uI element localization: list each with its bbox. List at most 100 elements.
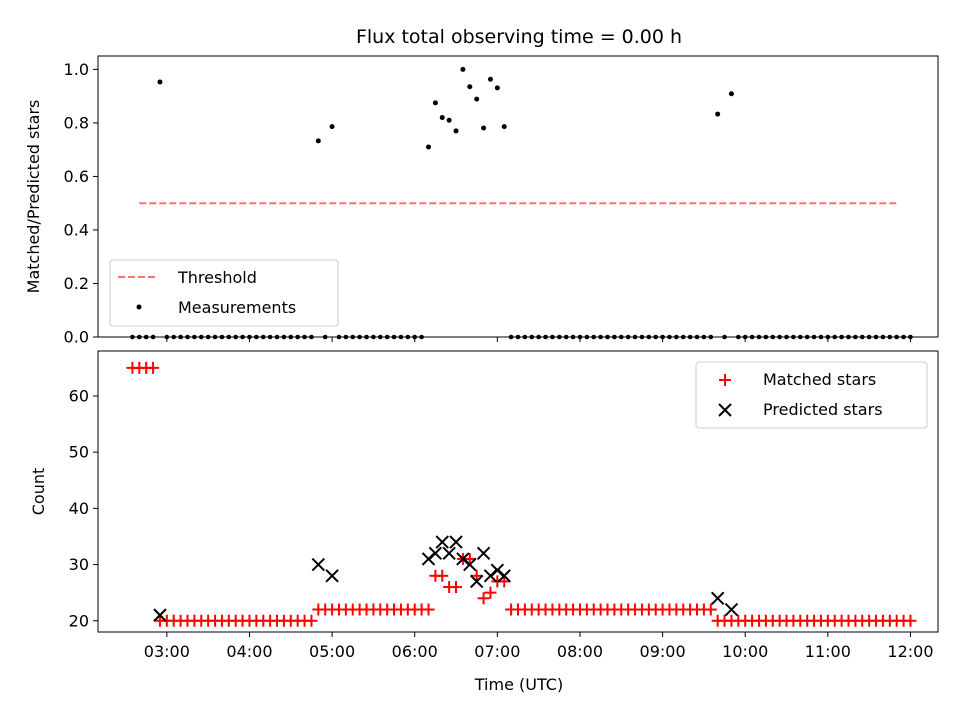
measurement-point xyxy=(515,334,521,340)
measurement-point xyxy=(384,334,390,340)
matched-point xyxy=(498,575,511,588)
matched-point xyxy=(422,603,435,616)
measurement-point xyxy=(646,334,652,340)
measurement-point xyxy=(763,334,769,340)
measurement-point xyxy=(260,334,266,340)
measurement-point xyxy=(343,334,349,340)
measurement-point xyxy=(680,334,686,340)
measurement-point xyxy=(281,334,287,340)
measurement-point xyxy=(309,334,314,340)
x-tick-label: 11:00 xyxy=(805,642,851,661)
predicted-point xyxy=(463,557,477,572)
measurement-point xyxy=(901,334,906,340)
predicted-point xyxy=(476,546,491,561)
measurement-point xyxy=(453,128,459,134)
measurement-point xyxy=(522,334,528,340)
top-legend: Threshold Measurements xyxy=(109,259,339,327)
bottom-y-axis: 20 30 40 50 60 xyxy=(69,386,98,630)
predicted-point xyxy=(497,569,511,583)
legend-matched-label: Matched stars xyxy=(763,370,876,389)
legend-predicted-label: Predicted stars xyxy=(763,400,883,419)
measurement-point xyxy=(660,334,665,340)
bottom-y-tick-label: 60 xyxy=(69,386,89,405)
measurement-point xyxy=(171,334,177,340)
measurement-point xyxy=(137,334,142,340)
matched-point xyxy=(305,614,318,627)
predicted-point xyxy=(449,535,463,549)
measurement-point xyxy=(391,334,397,340)
x-tick-label: 06:00 xyxy=(392,642,438,661)
predicted-point xyxy=(724,602,739,617)
measurement-point xyxy=(908,334,913,340)
measurement-point xyxy=(722,334,727,340)
measurement-point xyxy=(584,334,590,340)
measurement-point xyxy=(364,334,369,340)
measurement-point xyxy=(653,334,659,340)
measurement-point xyxy=(598,334,603,340)
measurement-point xyxy=(474,96,480,102)
measurement-point xyxy=(859,334,865,340)
measurement-point xyxy=(288,334,294,340)
measurement-point xyxy=(432,100,438,106)
measurement-point xyxy=(687,334,693,340)
measurement-point xyxy=(192,334,197,340)
predicted-point xyxy=(153,608,167,622)
measurement-point xyxy=(591,334,597,340)
measurement-point xyxy=(185,334,190,340)
measurement-point xyxy=(371,334,376,340)
measurement-point xyxy=(157,79,163,85)
measurement-point xyxy=(425,144,431,150)
bottom-y-tick-label: 30 xyxy=(69,555,89,574)
measurement-point xyxy=(832,334,838,340)
measurement-point xyxy=(777,334,782,340)
measurement-point xyxy=(446,117,452,123)
measurement-point xyxy=(164,334,170,340)
measurement-point xyxy=(557,334,562,340)
measurement-point xyxy=(198,334,204,340)
bottom-y-tick-label: 40 xyxy=(69,499,89,518)
bottom-plot-frame xyxy=(97,350,939,633)
measurement-point xyxy=(846,334,851,340)
measurement-point xyxy=(797,334,803,340)
top-y-tick-label: 1.0 xyxy=(64,60,89,79)
measurement-point xyxy=(736,334,741,340)
measurement-point xyxy=(274,334,280,340)
measurement-point xyxy=(570,334,576,340)
measurement-point xyxy=(818,334,824,340)
measurement-point xyxy=(295,334,300,340)
top-y-axis-label: Matched/Predicted stars xyxy=(24,100,43,294)
measurement-point xyxy=(460,66,466,72)
measurement-point xyxy=(880,334,886,340)
measurement-point xyxy=(205,334,211,340)
bottom-marks xyxy=(126,361,917,627)
measurement-point xyxy=(357,334,362,340)
matched-point xyxy=(147,361,160,374)
matched-point xyxy=(477,592,490,605)
predicted-point xyxy=(710,591,725,605)
top-panel: Flux total observing time = 0.00 h 0.00.… xyxy=(24,26,939,347)
measurement-point xyxy=(247,334,252,340)
top-y-tick-label: 0.4 xyxy=(64,220,89,239)
measurement-point xyxy=(267,334,273,340)
measurement-point xyxy=(219,334,225,340)
measurement-point xyxy=(150,334,156,340)
measurement-point xyxy=(605,334,610,340)
measurement-point xyxy=(708,334,714,340)
measurement-point xyxy=(508,334,514,340)
matched-point xyxy=(704,603,717,616)
measurement-point xyxy=(853,334,858,340)
legend-measurements-label: Measurements xyxy=(178,298,296,317)
bottom-legend: Matched stars Predicted stars xyxy=(695,361,928,429)
measurement-point xyxy=(625,334,631,340)
measurement-point xyxy=(667,334,672,340)
chart-title: Flux total observing time = 0.00 h xyxy=(356,26,682,48)
measurement-point xyxy=(419,334,424,340)
measurement-point xyxy=(439,115,445,121)
matched-point xyxy=(904,614,917,627)
legend-predicted-swatch xyxy=(718,403,732,417)
predicted-point xyxy=(325,569,339,583)
measurement-point xyxy=(405,334,411,340)
bottom-y-tick-label: 20 xyxy=(69,611,89,630)
x-tick-label: 07:00 xyxy=(474,642,520,661)
measurement-point xyxy=(791,334,796,340)
